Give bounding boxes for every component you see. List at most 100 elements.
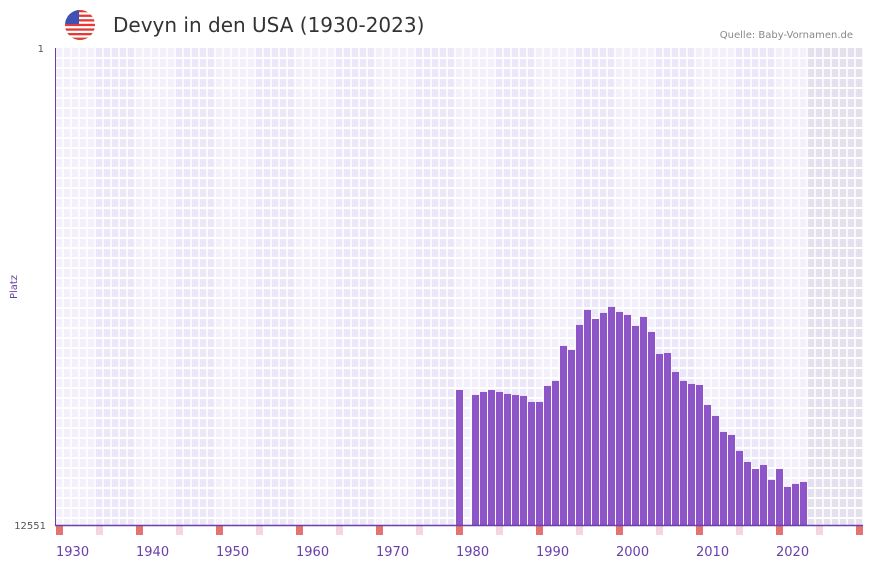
bar-2018[interactable] [760,464,767,525]
grid-column [655,48,663,525]
grid-column [55,48,63,525]
grid-column [303,48,311,525]
bar-1990[interactable] [536,401,543,525]
grid-column [535,48,543,525]
grid-column [695,48,703,525]
grid-column [223,48,231,525]
grid-column [687,48,695,525]
bar-1985[interactable] [496,391,503,525]
bar-1992[interactable] [552,380,559,525]
bar-2001[interactable] [624,314,631,525]
grid-column [511,48,519,525]
bar-2011[interactable] [704,404,711,525]
bar-2016[interactable] [744,461,751,525]
bar-2002[interactable] [632,325,639,525]
bar-2007[interactable] [672,371,679,525]
x-tick-label: 1970 [376,545,409,560]
bar-1999[interactable] [608,306,615,525]
bar-1997[interactable] [592,318,599,525]
grid-column [711,48,719,525]
bar-1983[interactable] [480,391,487,525]
grid-column [583,48,591,525]
bar-1996[interactable] [584,309,591,525]
grid-column [615,48,623,525]
bar-2020[interactable] [776,468,783,525]
year-marker-2030 [856,526,863,535]
x-tick-label: 1990 [536,545,569,560]
grid-column [311,48,319,525]
source-link[interactable]: Quelle: Baby-Vornamen.de [719,30,853,41]
bar-1986[interactable] [504,393,511,525]
bar-2019[interactable] [768,479,775,525]
grid-column [399,48,407,525]
grid-column [79,48,87,525]
grid-column [95,48,103,525]
bar-1994[interactable] [568,349,575,525]
bar-2012[interactable] [712,415,719,525]
bar-2006[interactable] [664,352,671,525]
bar-2015[interactable] [736,450,743,525]
grid-column [671,48,679,525]
x-tick-label: 1950 [216,545,249,560]
bar-1995[interactable] [576,324,583,525]
grid-column [143,48,151,525]
grid-column [215,48,223,525]
grid-column [295,48,303,525]
grid-background [54,48,864,525]
year-marker-1970 [376,526,383,535]
bar-1984[interactable] [488,389,495,525]
bar-2009[interactable] [688,383,695,525]
x-tick-label: 2000 [616,545,649,560]
x-tick-label: 1960 [296,545,329,560]
bar-2003[interactable] [640,316,647,525]
bar-2023[interactable] [800,481,807,525]
year-marker-1995 [576,526,583,535]
bar-2014[interactable] [728,434,735,525]
y-axis-label: Platz [9,275,20,299]
year-marker-1955 [256,526,263,535]
bar-1993[interactable] [560,345,567,525]
grid-column [519,48,527,525]
bar-2017[interactable] [752,468,759,525]
bar-1987[interactable] [512,394,519,525]
grid-column [271,48,279,525]
grid-column [599,48,607,525]
grid-column [159,48,167,525]
bar-1980[interactable] [456,389,463,525]
grid-column [247,48,255,525]
grid-column [759,48,767,525]
grid-column [63,48,71,525]
grid-column [543,48,551,525]
bar-2004[interactable] [648,331,655,525]
grid-column [471,48,479,525]
grid-column [743,48,751,525]
bar-1998[interactable] [600,312,607,525]
bar-2022[interactable] [792,483,799,525]
bar-2013[interactable] [720,431,727,525]
grid-column [551,48,559,525]
grid-column [383,48,391,525]
year-marker-1940 [136,526,143,535]
x-tick-label: 2020 [776,545,809,560]
grid-column [231,48,239,525]
bar-1989[interactable] [528,401,535,525]
grid-column [559,48,567,525]
bar-1988[interactable] [520,395,527,525]
grid-column [239,48,247,525]
grid-column [663,48,671,525]
bar-2008[interactable] [680,380,687,525]
bar-2010[interactable] [696,384,703,525]
bar-2005[interactable] [656,353,663,525]
grid-column [791,48,799,525]
grid-column [783,48,791,525]
grid-column [167,48,175,525]
bar-1991[interactable] [544,385,551,525]
bar-2021[interactable] [784,486,791,525]
grid-column [527,48,535,525]
bar-1982[interactable] [472,394,479,525]
bar-2000[interactable] [616,311,623,525]
grid-column [807,48,815,525]
grid-column [415,48,423,525]
grid-column [839,48,847,525]
